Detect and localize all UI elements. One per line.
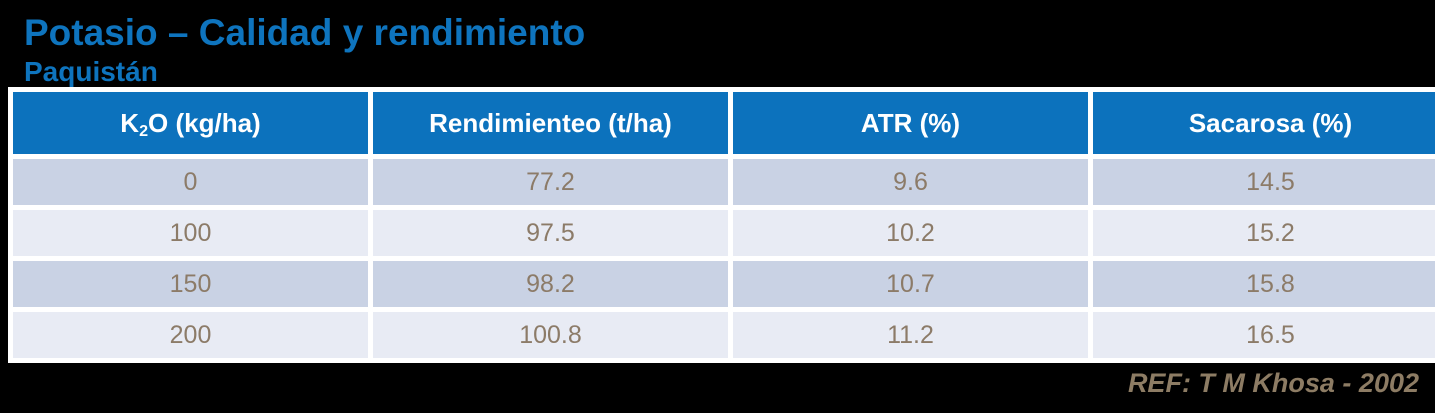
table-cell: 15.2 — [1093, 210, 1435, 256]
table-cell: 16.5 — [1093, 312, 1435, 358]
table-row: 200 100.8 11.2 16.5 — [13, 312, 1435, 358]
table-cell: 14.5 — [1093, 159, 1435, 205]
table-row: 0 77.2 9.6 14.5 — [13, 159, 1435, 205]
column-header-k2o: K2O (kg/ha) — [13, 92, 368, 154]
table-row: 150 98.2 10.7 15.8 — [13, 261, 1435, 307]
table-cell: 77.2 — [373, 159, 728, 205]
page-subtitle: Paquistán — [24, 56, 158, 87]
reference-note: REF: T M Khosa - 2002 — [1127, 368, 1419, 398]
column-header-rendimiento: Rendimienteo (t/ha) — [373, 92, 728, 154]
table-cell: 9.6 — [733, 159, 1088, 205]
table-cell: 15.8 — [1093, 261, 1435, 307]
table-cell: 0 — [13, 159, 368, 205]
table-cell: 97.5 — [373, 210, 728, 256]
table-row: 100 97.5 10.2 15.2 — [13, 210, 1435, 256]
table-cell: 10.7 — [733, 261, 1088, 307]
table-cell: 150 — [13, 261, 368, 307]
table-header-row: K2O (kg/ha) Rendimienteo (t/ha) ATR (%) … — [13, 92, 1435, 154]
table-cell: 11.2 — [733, 312, 1088, 358]
table-cell: 10.2 — [733, 210, 1088, 256]
column-header-atr: ATR (%) — [733, 92, 1088, 154]
k2o-subscript: 2 — [139, 121, 149, 140]
table-cell: 200 — [13, 312, 368, 358]
table-cell: 100.8 — [373, 312, 728, 358]
table-cell: 98.2 — [373, 261, 728, 307]
page-title: Potasio – Calidad y rendimiento — [24, 12, 586, 53]
table-cell: 100 — [13, 210, 368, 256]
column-header-sacarosa: Sacarosa (%) — [1093, 92, 1435, 154]
data-table: K2O (kg/ha) Rendimienteo (t/ha) ATR (%) … — [8, 87, 1435, 363]
